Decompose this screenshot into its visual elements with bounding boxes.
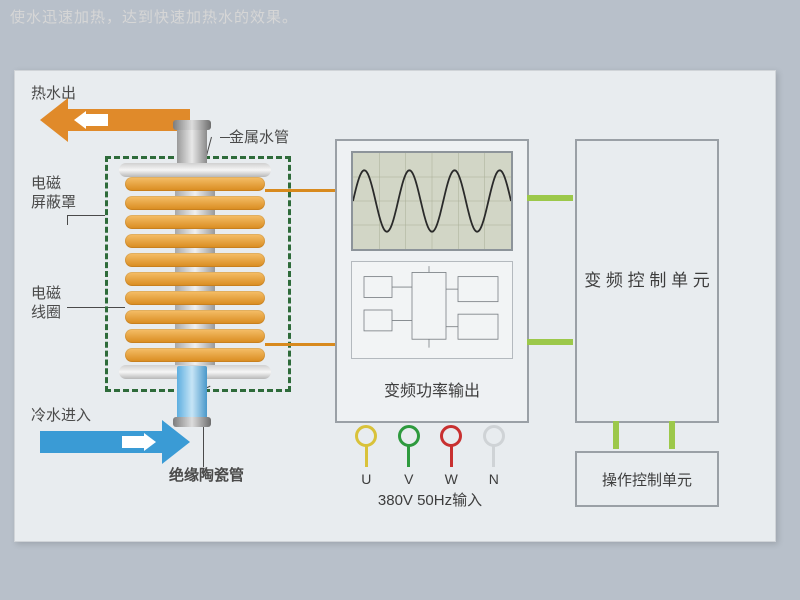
coil-turn: [125, 215, 265, 229]
link-vfc-op-1: [613, 421, 619, 449]
label-em-shield: 电磁 屏蔽罩: [31, 175, 76, 213]
leader-shield: [67, 215, 105, 216]
power-output-box: 变频功率输出: [335, 139, 529, 423]
vfc-unit-box: 变 频 控 制 单 元: [575, 139, 719, 423]
lead-wire-top: [265, 189, 335, 192]
leader-pipe-h: [220, 137, 230, 138]
hot-water-arrow: [40, 103, 190, 137]
coil-turn: [125, 291, 265, 305]
power-box-title: 变频功率输出: [337, 377, 527, 401]
link-vfc-op-2: [669, 421, 675, 449]
operation-control-label: 操作控制单元: [602, 469, 692, 490]
oscilloscope-panel: [351, 151, 513, 251]
input-caption: 380V 50Hz输入: [345, 489, 515, 510]
label-ceramic-tube: 绝缘陶瓷管: [169, 467, 244, 486]
pipe-bottom: [177, 366, 207, 422]
context-text: 使水迅速加热，达到快速加热水的效果。: [10, 6, 298, 27]
coil-turn: [125, 253, 265, 267]
coil-endcap-top: [119, 163, 271, 177]
circuit-schematic-panel: [351, 261, 513, 359]
coil-turn: [125, 196, 265, 210]
coil-turn: [125, 177, 265, 191]
diagram-panel: 热水出 电磁 屏蔽罩 电磁 线圈 冷水进入 金属水管 绝缘陶瓷管: [14, 70, 776, 542]
terminal-w: W: [434, 425, 468, 487]
vfc-unit-label: 变 频 控 制 单 元: [584, 269, 710, 293]
em-coil: [125, 171, 265, 371]
label-em-coil: 电磁 线圈: [31, 285, 61, 323]
coil-turn: [125, 348, 265, 362]
terminal-u: U: [349, 425, 383, 487]
coil-turn: [125, 234, 265, 248]
terminal-v: V: [392, 425, 426, 487]
link-power-vfc-2: [527, 339, 573, 345]
leader-shield-v: [67, 215, 68, 225]
label-cold-in: 冷水进入: [31, 407, 91, 426]
input-terminals: UVWN: [345, 425, 515, 487]
link-power-vfc-1: [527, 195, 573, 201]
coil-turn: [125, 310, 265, 324]
operation-control-box: 操作控制单元: [575, 451, 719, 507]
coil-turn: [125, 329, 265, 343]
lead-wire-bottom: [265, 343, 335, 346]
cold-water-arrow: [40, 425, 190, 459]
label-metal-pipe: 金属水管: [229, 129, 289, 148]
coil-turn: [125, 272, 265, 286]
terminal-n: N: [477, 425, 511, 487]
